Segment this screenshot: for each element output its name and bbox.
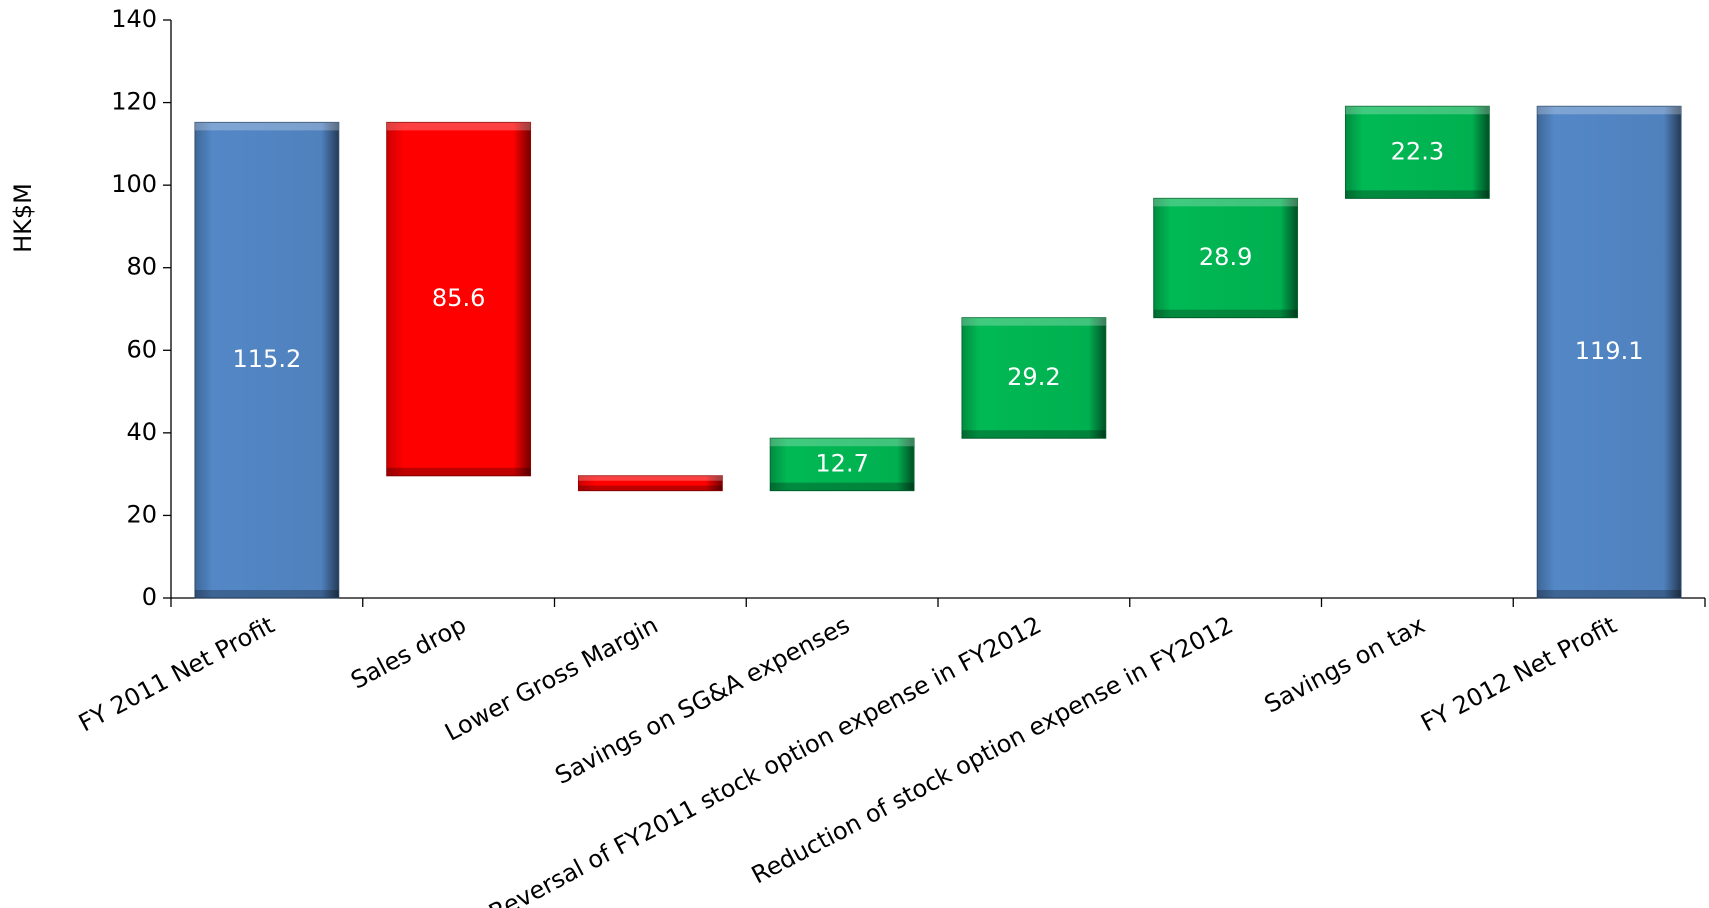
bar [961,317,1107,439]
bar [386,121,532,477]
y-axis-label: HK$M [9,183,37,253]
y-tick-label: 120 [111,88,157,116]
bar [1153,197,1299,319]
y-tick-label: 100 [111,170,157,198]
y-tick-label: 20 [126,500,157,528]
x-tick-label: Savings on SG&A expenses [551,611,855,790]
value-label: 28.9 [1199,243,1252,271]
x-tick-label: FY 2011 Net Profit [74,611,279,738]
bar [769,437,915,492]
x-tick-label: Savings on tax [1260,611,1430,719]
value-label: 12.7 [815,449,868,477]
bar [194,121,340,599]
y-tick-label: 140 [111,5,157,33]
x-tick-label: FY 2012 Net Profit [1416,611,1621,738]
value-label: 85.6 [432,284,485,312]
bar [1344,105,1490,199]
value-label: 29.2 [1007,363,1060,391]
value-label: 115.2 [233,345,302,373]
y-tick-label: 0 [142,583,157,611]
x-tick-label: Sales drop [346,611,470,695]
bar [577,475,723,492]
value-label: 22.3 [1391,137,1444,165]
y-tick-label: 80 [126,253,157,281]
value-label: 119.1 [1575,337,1644,365]
y-tick-label: 40 [126,418,157,446]
bar [1536,105,1682,599]
y-tick-label: 60 [126,335,157,363]
